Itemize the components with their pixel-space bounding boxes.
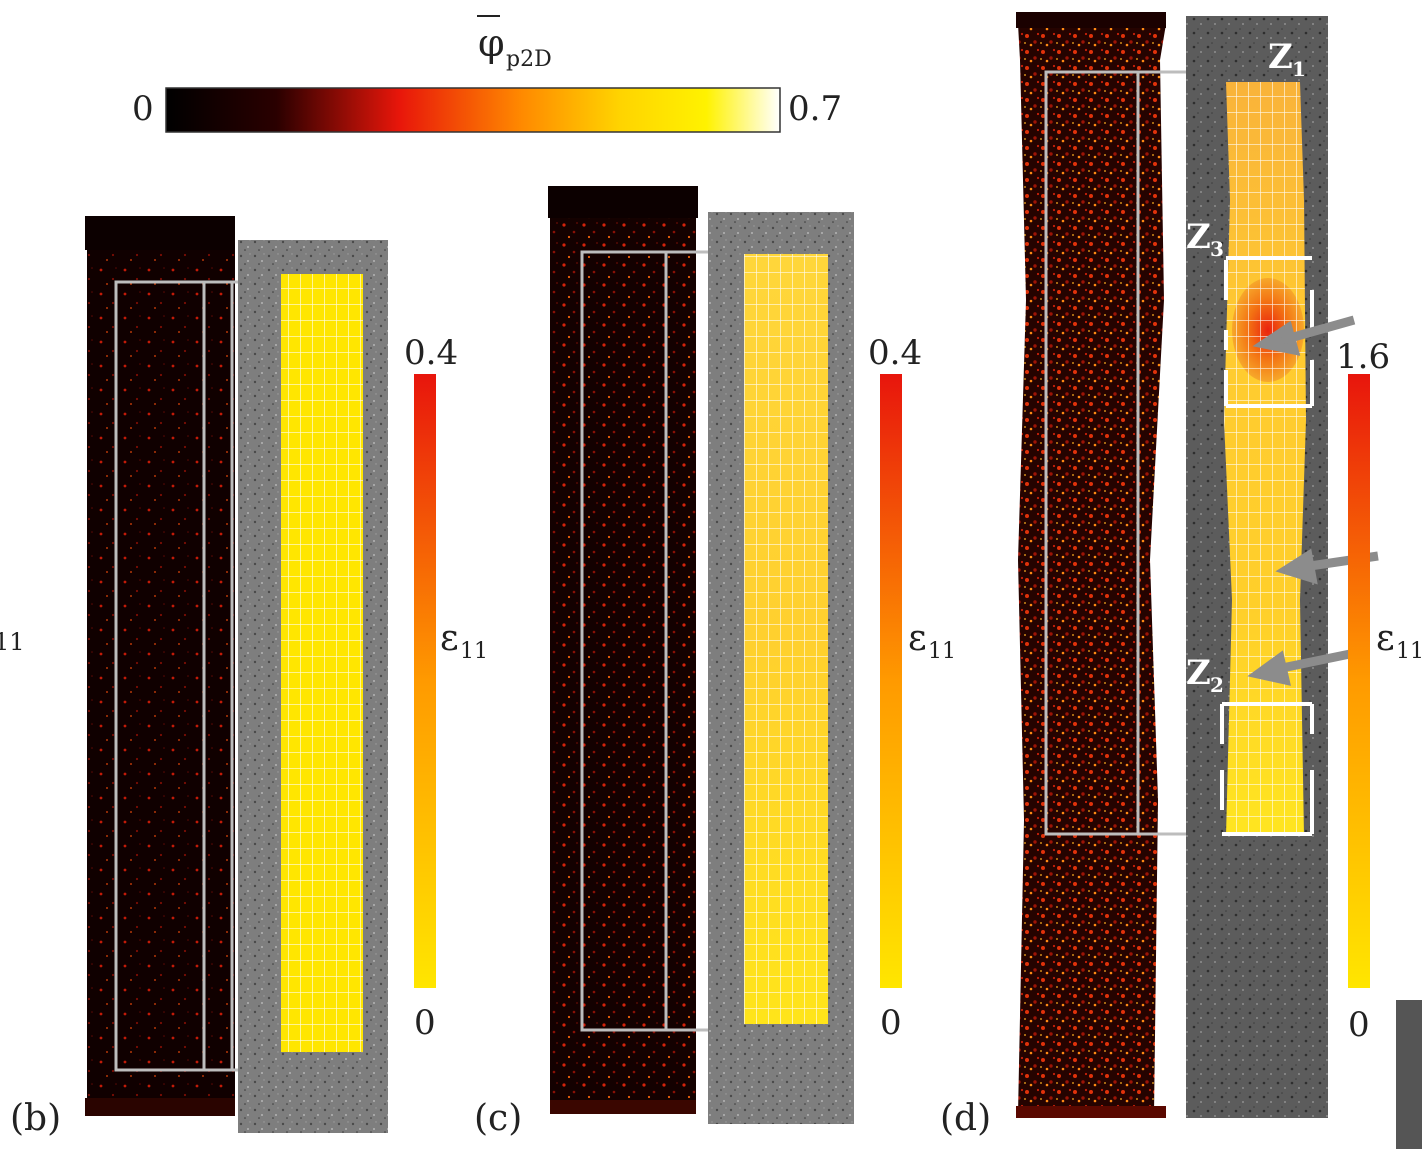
panel-d-label: (d) [940,1098,991,1139]
arrow-z3-head [1252,320,1301,356]
arrow-z2-head [1247,650,1291,686]
zone-labels: Z 1 Z 3 Z 2 [1186,37,1306,697]
panel-b-eps-symbol: ε [440,618,459,659]
zone-z3-sub: 3 [1210,237,1224,261]
panel-b: 0.4 0 ε 11 (b) [10,216,488,1139]
panel-c-eps-colorbar: 0.4 0 ε 11 [868,333,956,1043]
panel-c-eps-sub: 11 [928,639,956,664]
panel-c: 0.4 0 ε 11 (c) [474,186,956,1139]
panel-d-roi-box [1044,70,1140,836]
panel-b-heatmap [87,246,235,1116]
panel-d-eps-colorbar: 1.6 0 ε 11 [1336,337,1422,1045]
panel-b-strain-grid [281,274,363,1052]
panel-c-roi-box [580,250,668,1032]
panel-b-eps-min: 0 [414,1003,436,1043]
panel-c-grip-top [548,186,698,218]
phi-symbol: φ [478,21,505,65]
phi-colorbar: φ p2D 0 0.7 [132,15,842,133]
panel-b-eps-gradient-bar [414,374,436,988]
panel-b-grip-top [85,216,235,250]
panel-c-heatmap [550,214,696,1114]
zone-z2-bracket [1220,702,1314,836]
panel-b-grip-bottom [85,1098,235,1116]
panel-c-label: (c) [474,1098,522,1139]
arrow-z2 [1281,649,1351,673]
phi-max-label: 0.7 [788,89,842,129]
zone-z3-bracket [1224,256,1314,408]
zone-z1-sub: 1 [1292,57,1306,81]
panel-d-eps-max: 1.6 [1336,337,1390,377]
zone-z3-label: Z [1186,217,1211,257]
zone-z2-sub: 2 [1210,673,1224,697]
zone-z1-label: Z [1268,37,1293,77]
zone-z2-label: Z [1186,653,1211,693]
panel-c-grip-bottom [550,1100,696,1114]
panel-c-eps-symbol: ε [908,618,927,659]
panel-b-eps-sub: 11 [460,639,488,664]
panel-b-label: (b) [10,1098,61,1139]
panel-d-eps-symbol: ε [1376,618,1395,659]
arrow-z3 [1288,315,1356,343]
phi-min-label: 0 [132,89,154,129]
cut-eps-label: 11 [0,628,25,656]
panel-c-eps-max: 0.4 [868,333,922,373]
panel-d-eps-sub: 11 [1396,639,1422,664]
panel-d-heatmap [1018,24,1166,1114]
panel-d-grip-bottom [1016,1106,1166,1118]
panel-d-strain-grid [1224,82,1306,836]
panel-b-eps-max: 0.4 [404,333,458,373]
phi-gradient-bar [165,87,781,133]
panel-d-eps-gradient-bar [1348,374,1370,988]
panel-d-grip-top [1016,12,1166,28]
panel-d-eps-min: 0 [1348,1005,1370,1045]
arrows [1247,315,1379,686]
panel-c-eps-min: 0 [880,1003,902,1043]
panel-c-eps-gradient-bar [880,374,902,988]
panel-b-eps-colorbar: 0.4 0 ε 11 [404,333,488,1043]
arrow-mid-head [1275,548,1318,585]
panel-c-strain-grid [744,254,828,1024]
next-panel-edge [1396,1000,1422,1149]
panel-d: Z 1 Z 3 Z 2 1.6 0 ε 11 (d) [940,12,1422,1149]
phi-subscript: p2D [506,47,552,72]
